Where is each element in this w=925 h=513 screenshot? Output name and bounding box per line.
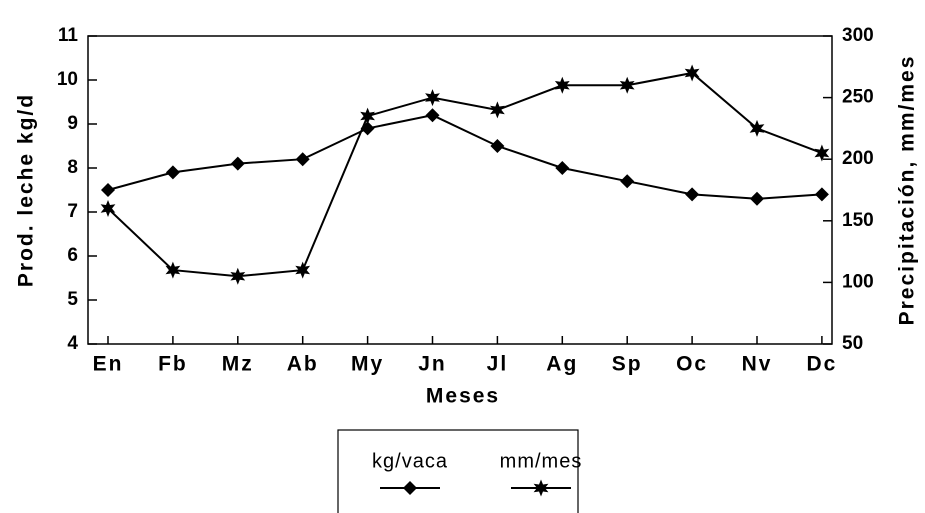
- y2-tick-label: 150: [842, 210, 874, 231]
- marker: [165, 261, 181, 279]
- x-tick-label: En: [93, 353, 124, 376]
- marker: [490, 101, 505, 119]
- x-tick-label: My: [351, 353, 384, 376]
- marker: [685, 187, 700, 202]
- marker: [490, 139, 505, 153]
- marker: [684, 64, 700, 82]
- marker: [295, 152, 310, 167]
- y-tick-label: 11: [58, 25, 79, 46]
- y-tick-label: 4: [67, 333, 78, 354]
- plot-frame: [87, 35, 833, 345]
- y-axis-label: Prod. leche kg/d: [15, 93, 38, 287]
- y2-tick-label: 50: [842, 333, 863, 354]
- marker: [230, 267, 246, 285]
- legend-label: kg/vaca: [372, 450, 448, 472]
- legend-label: mm/mes: [500, 450, 583, 472]
- x-tick-label: Mz: [222, 353, 254, 376]
- marker: [295, 261, 311, 279]
- marker: [360, 107, 375, 125]
- marker: [425, 108, 440, 123]
- legend-box: [337, 429, 579, 513]
- y2-axis-label: Precipitación, mm/mes: [896, 55, 919, 326]
- y-tick-label: 7: [67, 201, 78, 222]
- x-axis-label: Meses: [426, 385, 500, 408]
- x-tick-label: Jn: [418, 353, 447, 376]
- y-tick-label: 10: [57, 69, 78, 90]
- marker: [749, 119, 765, 137]
- marker: [555, 161, 570, 175]
- marker: [403, 481, 417, 495]
- x-tick-label: Jl: [487, 353, 509, 376]
- marker: [425, 89, 440, 107]
- y-tick-label: 9: [67, 113, 78, 134]
- y2-tick-label: 250: [842, 87, 874, 108]
- x-tick-label: Ab: [287, 353, 319, 376]
- x-tick-label: Ag: [546, 353, 578, 376]
- y-tick-label: 6: [67, 245, 78, 266]
- marker: [101, 183, 115, 197]
- marker: [750, 191, 764, 206]
- series-line: [107, 71, 823, 278]
- series-line: [107, 114, 822, 200]
- marker: [165, 165, 180, 180]
- x-tick-label: Fb: [158, 353, 188, 376]
- marker: [554, 76, 570, 94]
- x-tick-label: Sp: [612, 353, 643, 376]
- x-tick-label: Dc: [806, 353, 837, 376]
- y2-tick-label: 300: [842, 25, 874, 46]
- y2-tick-label: 200: [842, 148, 874, 169]
- y-tick-label: 8: [67, 157, 78, 178]
- marker: [230, 156, 245, 171]
- x-tick-label: Nv: [742, 353, 773, 376]
- marker: [814, 144, 830, 162]
- x-tick-label: Oc: [676, 353, 708, 376]
- marker: [814, 187, 829, 202]
- marker: [620, 174, 635, 189]
- marker: [619, 76, 635, 94]
- y-tick-label: 5: [67, 289, 78, 310]
- marker: [100, 200, 116, 217]
- y2-tick-label: 100: [842, 271, 874, 292]
- marker: [533, 479, 549, 497]
